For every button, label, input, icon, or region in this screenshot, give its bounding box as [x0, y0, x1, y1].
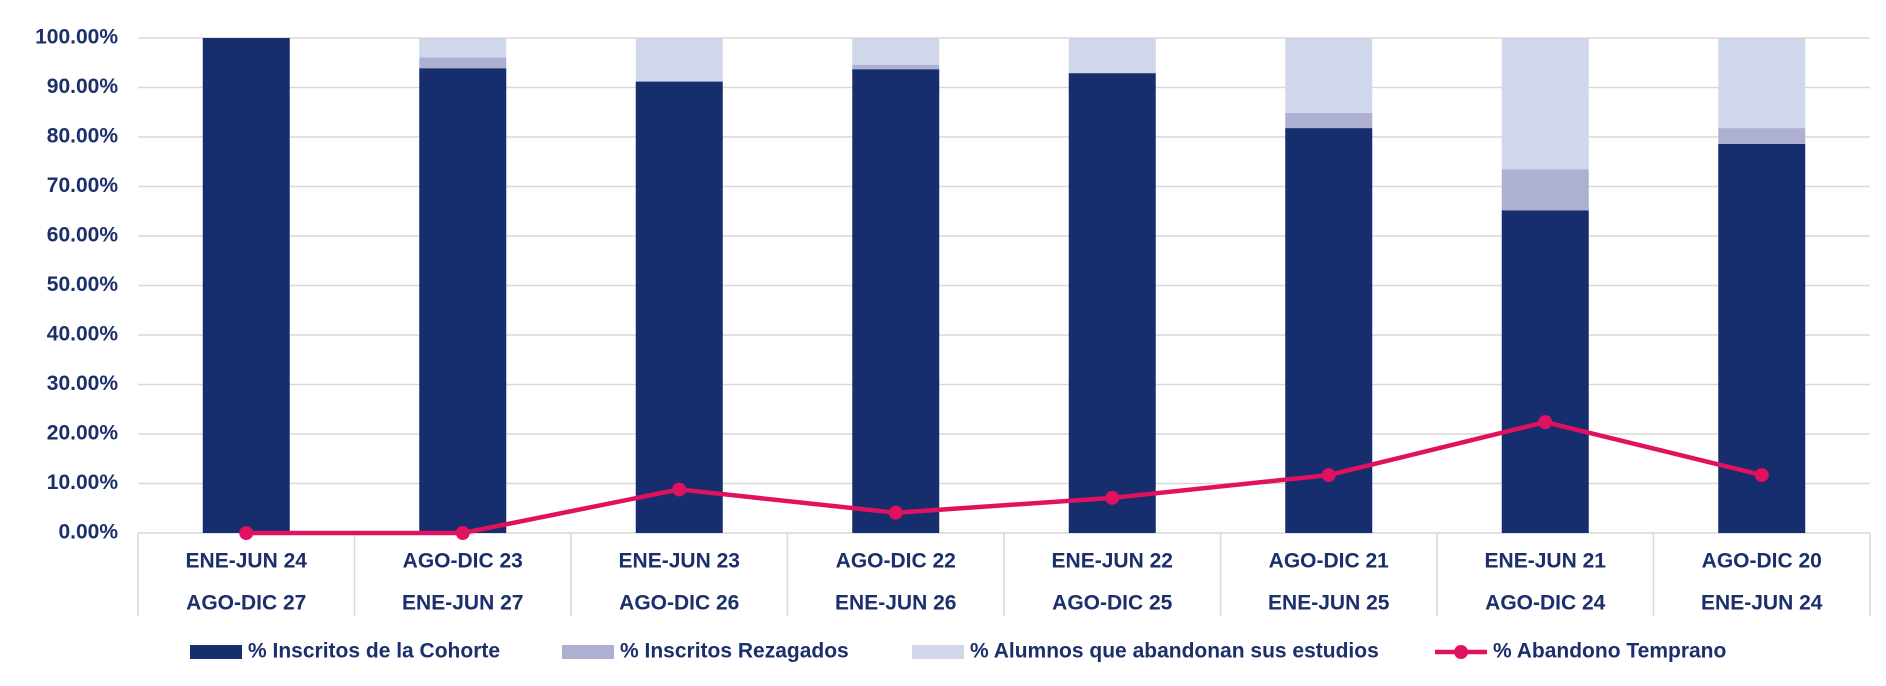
x-tick-label: ENE-JUN 24	[186, 550, 308, 573]
x-tick-label: AGO-DIC 21	[1269, 550, 1390, 573]
y-tick-label: 20.00%	[47, 422, 119, 445]
legend-label: % Alumnos que abandonan sus estudios	[970, 640, 1379, 663]
legend-label: % Inscritos de la Cohorte	[248, 640, 500, 663]
y-tick-label: 0.00%	[58, 521, 118, 544]
y-tick-label: 10.00%	[47, 471, 119, 494]
x-tick-label: ENE-JUN 22	[1052, 550, 1173, 573]
line-point	[239, 526, 254, 540]
bar-segment	[852, 38, 940, 65]
x-tick-label: ENE-JUN 27	[402, 592, 523, 615]
y-tick-label: 90.00%	[47, 75, 119, 98]
line-point	[1538, 415, 1553, 430]
bar-segment	[1501, 169, 1589, 211]
line-series	[246, 419, 1763, 536]
bar-segment	[852, 69, 940, 533]
x-tick-label: AGO-DIC 27	[186, 592, 306, 615]
x-tick-label: ENE-JUN 24	[1701, 592, 1823, 615]
legend-swatch	[1454, 645, 1468, 659]
x-tick-label: ENE-JUN 25	[1268, 592, 1390, 615]
bar-segment	[1068, 73, 1156, 534]
x-tick-label: ENE-JUN 26	[835, 592, 956, 615]
line-point	[672, 482, 687, 497]
bar-segment	[1068, 38, 1156, 74]
bar-segment	[419, 68, 507, 533]
x-tick-label: AGO-DIC 26	[619, 592, 739, 615]
x-tick-label: AGO-DIC 23	[403, 550, 523, 573]
bar-segment	[852, 64, 940, 70]
legend-label: % Inscritos Rezagados	[620, 640, 849, 663]
x-tick-label: ENE-JUN 21	[1485, 550, 1607, 573]
y-tick-label: 70.00%	[47, 174, 119, 197]
line-point	[1105, 490, 1120, 505]
bar-segment	[1718, 128, 1806, 144]
line-point	[1754, 468, 1769, 483]
x-tick-label: AGO-DIC 25	[1052, 592, 1173, 615]
line-point	[1321, 468, 1336, 483]
bar-segment	[635, 81, 723, 533]
bar-segment	[635, 38, 723, 82]
legend-swatch	[912, 645, 964, 659]
bar-segment	[1285, 38, 1373, 113]
bar-segment	[1718, 38, 1806, 129]
y-tick-label: 40.00%	[47, 323, 119, 346]
x-tick-label: AGO-DIC 22	[836, 550, 956, 573]
line-point	[455, 526, 470, 540]
x-tick-label: ENE-JUN 23	[619, 550, 740, 573]
y-tick-label: 30.00%	[47, 372, 119, 395]
x-tick-label: AGO-DIC 20	[1702, 550, 1822, 573]
x-tick-label: AGO-DIC 24	[1485, 592, 1606, 615]
bar-segment	[1501, 210, 1589, 533]
legend-label: % Abandono Temprano	[1493, 640, 1726, 663]
line-point	[888, 505, 903, 520]
y-tick-label: 100.00%	[35, 26, 118, 49]
legend-swatch	[190, 645, 242, 659]
bar-segment	[1285, 112, 1373, 129]
bar-segment	[1501, 38, 1589, 170]
legend-swatch	[562, 645, 614, 659]
y-tick-label: 80.00%	[47, 125, 119, 148]
bar-segment	[202, 38, 290, 533]
bar-segment	[419, 57, 507, 69]
y-tick-label: 50.00%	[47, 273, 119, 296]
bar-segment	[419, 38, 507, 58]
bar-segment	[1285, 128, 1373, 533]
y-tick-label: 60.00%	[47, 224, 119, 247]
